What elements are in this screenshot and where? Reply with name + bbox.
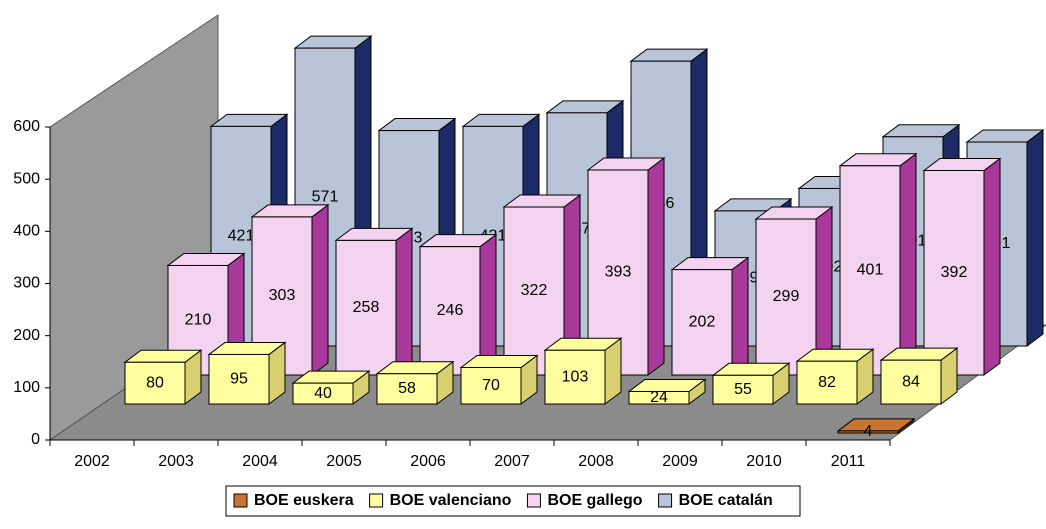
bar-face — [647, 156, 665, 376]
bar-face — [731, 256, 749, 376]
bar — [123, 349, 203, 405]
data-label: 393 — [605, 264, 632, 281]
bar-face — [880, 359, 942, 405]
bar-face — [628, 390, 690, 405]
data-label: 80 — [146, 374, 164, 391]
bar — [334, 227, 414, 376]
bar-face — [923, 170, 985, 376]
y-tick-label: 200 — [13, 327, 40, 344]
legend-swatch — [233, 493, 248, 508]
legend-swatch — [526, 493, 541, 508]
data-label: 95 — [230, 370, 248, 387]
data-label: 24 — [650, 389, 668, 406]
bar — [838, 152, 918, 376]
legend-label: BOE catalán — [679, 492, 773, 509]
bar — [543, 337, 623, 405]
bar — [375, 360, 455, 405]
data-label: 322 — [521, 282, 548, 299]
data-label: 421 — [228, 227, 255, 244]
x-tick-label: 2005 — [326, 453, 362, 470]
bar-face — [208, 353, 270, 405]
x-tick-label: 2004 — [242, 453, 278, 470]
bar-face — [712, 374, 774, 405]
bar-face — [671, 269, 733, 376]
bar-face — [1026, 129, 1044, 347]
legend-label: BOE valenciano — [390, 492, 512, 509]
legend-swatch — [369, 493, 384, 508]
data-label: 103 — [562, 368, 589, 385]
bar-face — [544, 349, 606, 405]
data-label: 84 — [902, 373, 920, 390]
bar-face — [983, 157, 1001, 376]
data-label: 4 — [864, 423, 873, 440]
bar — [627, 378, 707, 405]
x-tick-label: 2006 — [410, 453, 446, 470]
data-label: 82 — [818, 374, 836, 391]
x-tick-label: 2010 — [746, 453, 782, 470]
bar-face — [395, 227, 413, 376]
bar — [795, 348, 875, 405]
bar — [754, 206, 834, 376]
data-label: 40 — [314, 385, 332, 402]
bar-face — [837, 430, 899, 434]
bar-face — [479, 233, 497, 376]
bar-face — [839, 165, 901, 376]
data-label: 571 — [312, 188, 339, 205]
data-label: 70 — [482, 377, 500, 394]
x-tick-label: 2003 — [158, 453, 194, 470]
bar — [879, 347, 959, 405]
data-label: 392 — [941, 264, 968, 281]
data-label: 246 — [437, 302, 464, 319]
bar-face — [376, 373, 438, 405]
bar-face — [899, 152, 917, 376]
bar — [670, 256, 750, 376]
bar-face — [755, 218, 817, 376]
data-label: 401 — [857, 262, 884, 279]
data-label: 202 — [689, 314, 716, 331]
bar-face — [124, 361, 186, 405]
x-tick-label: 2008 — [578, 453, 614, 470]
y-tick-label: 0 — [31, 431, 40, 448]
y-tick-label: 600 — [13, 118, 40, 135]
bar — [459, 354, 539, 405]
bar-face — [292, 382, 354, 405]
bar — [836, 417, 916, 434]
data-label: 258 — [353, 299, 380, 316]
x-tick-label: 2009 — [662, 453, 698, 470]
y-tick-label: 500 — [13, 170, 40, 187]
y-tick-label: 400 — [13, 223, 40, 240]
legend — [225, 485, 801, 517]
x-tick-label: 2007 — [494, 453, 530, 470]
bar-face — [460, 366, 522, 405]
bar-face — [796, 360, 858, 405]
legend-swatch — [658, 493, 673, 508]
x-tick-label: 2011 — [831, 453, 866, 470]
bar-face — [311, 203, 329, 376]
data-label: 210 — [185, 311, 212, 328]
y-tick-label: 300 — [13, 275, 40, 292]
bar — [922, 157, 1002, 376]
data-label: 58 — [398, 380, 416, 397]
bar — [711, 362, 791, 405]
x-tick-label: 2002 — [74, 453, 110, 470]
data-label: 299 — [773, 288, 800, 305]
bar — [207, 341, 287, 405]
legend-label: BOE gallego — [547, 492, 642, 509]
legend-label: BOE euskera — [254, 492, 354, 509]
bar — [291, 370, 371, 405]
y-tick-label: 100 — [13, 379, 40, 396]
data-label: 303 — [269, 287, 296, 304]
data-label: 55 — [734, 381, 752, 398]
